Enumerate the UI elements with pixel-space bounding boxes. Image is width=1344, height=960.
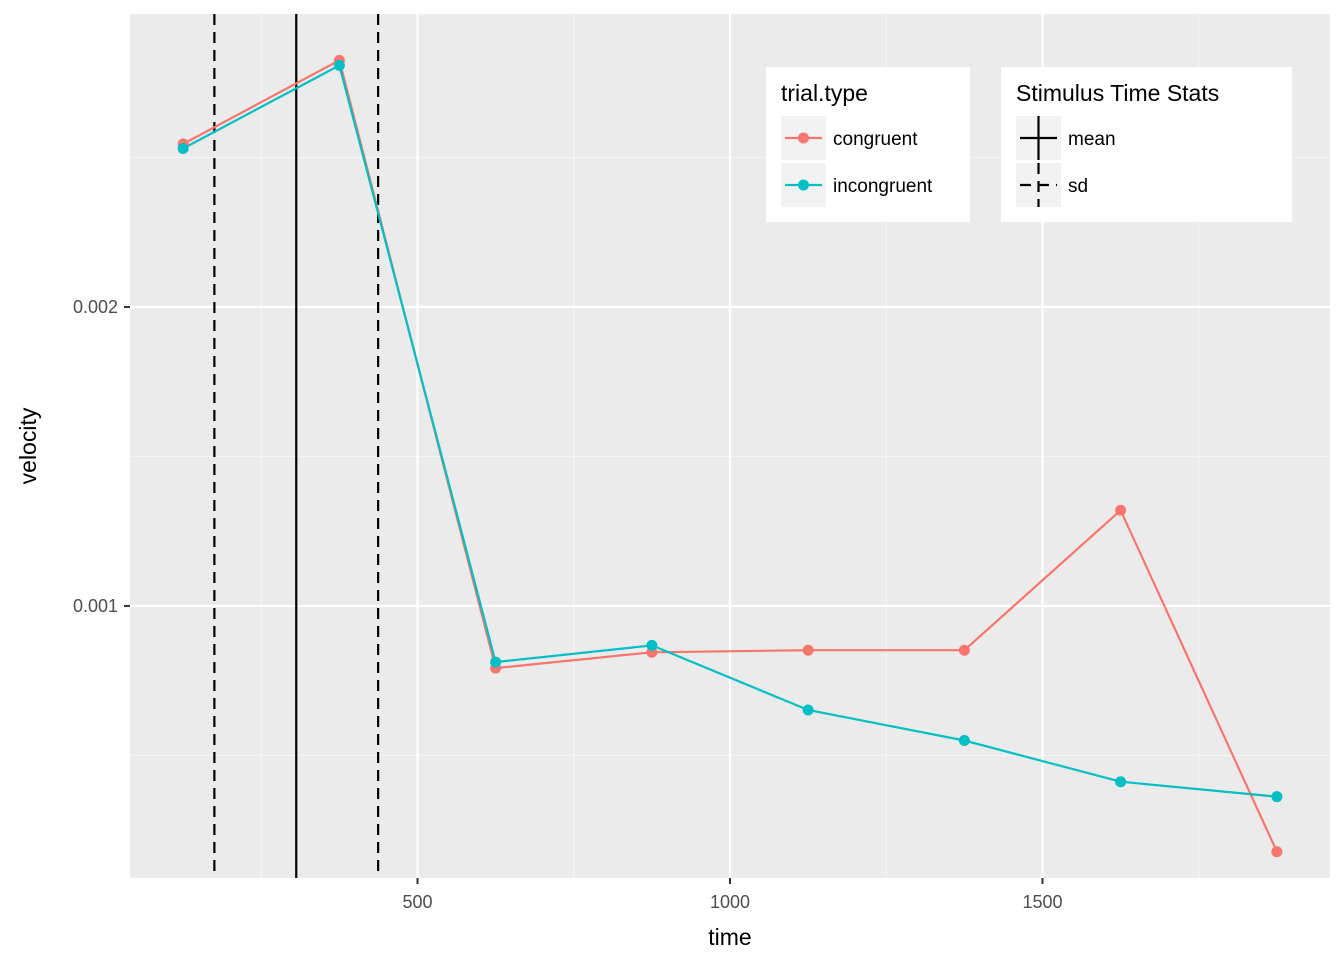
data-point-incongruent bbox=[646, 639, 658, 651]
legend-key-point-incongruent bbox=[798, 179, 809, 191]
data-point-congruent bbox=[958, 644, 970, 656]
y-tick-label: 0.002 bbox=[73, 297, 118, 317]
data-point-incongruent bbox=[177, 143, 189, 155]
legend-stimulus-time-stats: Stimulus Time Stats mean sd bbox=[1001, 67, 1292, 222]
y-tick-label: 0.001 bbox=[73, 596, 118, 616]
legend-trial-type: trial.type congruent incongruent bbox=[766, 67, 970, 222]
legend-label-congruent: congruent bbox=[833, 129, 918, 150]
data-point-incongruent bbox=[333, 59, 345, 71]
legend-trial-type-title: trial.type bbox=[781, 80, 868, 106]
series-lines bbox=[182, 58, 1278, 853]
x-tick-label: 500 bbox=[402, 892, 432, 912]
y-axis-title: velocity bbox=[15, 407, 41, 484]
data-point-incongruent bbox=[802, 704, 814, 716]
major-gridlines bbox=[130, 14, 1330, 878]
series-line-incongruent bbox=[182, 63, 1278, 798]
data-point-incongruent bbox=[958, 734, 970, 746]
y-tick-labels: 0.001 0.002 bbox=[73, 297, 118, 616]
legend-label-mean: mean bbox=[1068, 129, 1116, 150]
legend-label-incongruent: incongruent bbox=[833, 176, 933, 197]
data-point-incongruent bbox=[490, 656, 502, 668]
x-tick-labels: 500 1000 1500 bbox=[402, 892, 1062, 912]
axis-ticks bbox=[124, 305, 1044, 884]
stimulus-time-lines bbox=[213, 14, 380, 878]
legend-stimulus-time-stats-title: Stimulus Time Stats bbox=[1016, 80, 1219, 106]
data-point-congruent bbox=[802, 644, 814, 656]
legend-key-point-congruent bbox=[798, 132, 809, 144]
legend-label-sd: sd bbox=[1068, 176, 1088, 197]
data-point-congruent bbox=[1115, 504, 1127, 516]
series-points bbox=[177, 54, 1283, 858]
x-tick-label: 1500 bbox=[1022, 892, 1062, 912]
data-point-incongruent bbox=[1271, 791, 1283, 803]
data-point-incongruent bbox=[1115, 776, 1127, 788]
x-tick-label: 1000 bbox=[710, 892, 750, 912]
x-axis-title: time bbox=[708, 924, 751, 950]
data-point-congruent bbox=[1271, 846, 1283, 858]
